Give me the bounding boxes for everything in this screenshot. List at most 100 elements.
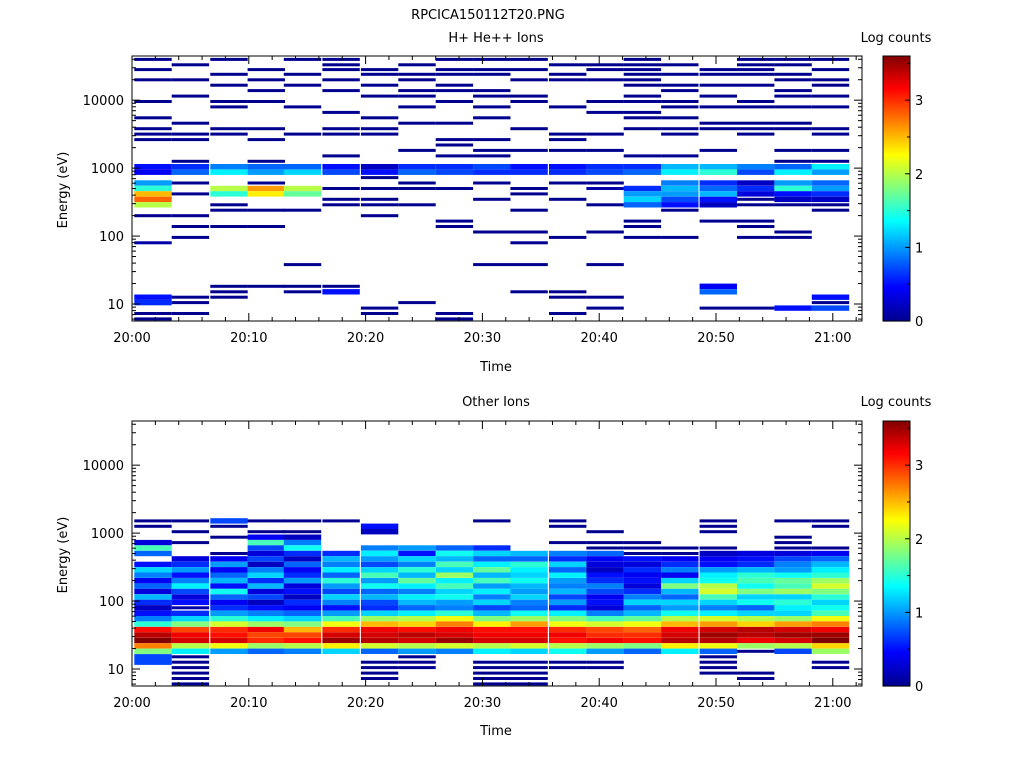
heatmap-cell [473,138,511,142]
heatmap-cell [322,599,360,606]
heatmap-cell [210,169,248,175]
x-tick-label: 20:10 [230,331,267,346]
colorbar-swatch [883,157,910,161]
colorbar-swatch [883,617,910,621]
colorbar-swatch [883,635,910,639]
heatmap-cell [171,78,210,82]
heatmap-cell [283,643,322,649]
heatmap-cell [247,556,285,562]
heatmap-cell [134,616,172,622]
colorbar-swatch [883,474,910,477]
colorbar-swatch [883,285,910,289]
heatmap-cell [283,72,322,76]
heatmap-cell [623,621,662,627]
heatmap-cell [586,648,624,654]
heatmap-cell [623,626,662,633]
colorbar-swatch [883,679,910,683]
heatmap-cell [171,530,210,534]
colorbar-swatch [883,166,910,170]
heatmap-cell [510,594,548,600]
colorbar-swatch [883,593,910,597]
heatmap-cell [283,164,322,170]
colorbar-swatch [883,518,910,521]
heatmap-cell [398,610,436,616]
heatmap-cell [134,78,172,82]
heatmap-cell [699,572,737,578]
heatmap-cell [473,616,511,622]
x-tick-label: 20:20 [347,331,384,346]
heatmap-cell [210,295,248,299]
heatmap-cell [737,68,775,72]
heatmap-cell [134,202,172,208]
heatmap-cell [473,154,511,158]
heatmap-cell [134,68,172,72]
heatmap-cell [283,599,322,606]
heatmap-cell [661,208,699,212]
heatmap-cell [134,539,172,546]
x-tick-label: 20:20 [347,696,384,711]
heatmap-cell [473,545,511,551]
heatmap-cell [247,181,285,185]
heatmap-cell [171,666,210,670]
heatmap-cell [171,121,210,125]
heatmap-cell [134,524,172,528]
heatmap-cell [549,550,587,557]
heatmap-cell [774,185,812,192]
heatmap-cell [398,583,436,589]
heatmap-cell [398,164,436,170]
colorbar-swatch [883,259,910,262]
axes: 20:00 20:10 20:20 20:30 20:40 20:50 21:00 10 100… [83,56,862,346]
heatmap-cell [435,154,474,158]
heatmap-cell [737,626,775,633]
colorbar-swatch [883,624,910,627]
heatmap-cell [360,550,399,557]
heatmap-cell [398,148,436,152]
colorbar-swatch [883,100,910,103]
heatmap-cell [586,588,624,595]
heatmap-cell [623,78,662,82]
heatmap-cell [737,72,775,76]
heatmap-cell [699,530,737,534]
colorbar-swatch [883,586,910,590]
heatmap-cell [661,605,699,611]
heatmap-cell [435,164,474,170]
heatmap-cell [247,605,285,611]
heatmap-cell [210,578,248,584]
colorbar-swatch [883,681,910,685]
heatmap-cell [171,94,210,98]
heatmap-cell [134,317,172,321]
colorbar-swatch [883,588,910,592]
colorbar-swatch [883,120,910,123]
heatmap-cell [623,552,662,555]
heatmap-cell [134,605,172,611]
heatmap-cell [549,599,587,606]
colorbar-swatch [883,58,910,62]
heatmap-cell [360,578,399,584]
heatmap-cell [737,164,775,170]
heatmap-cell [473,561,511,568]
colorbar-swatch [883,529,910,533]
heatmap-cell [210,572,248,578]
colorbar-swatch [883,606,910,610]
heatmap-cell [435,561,474,568]
heatmap-cell [398,169,436,175]
heatmap-cell [210,535,248,539]
heatmap-cell [699,180,737,186]
heatmap-cell [811,196,850,203]
colorbar-swatch [883,557,910,561]
heatmap-cell [737,588,775,595]
heatmap-cell [322,594,360,600]
heatmap-cell [398,626,436,633]
colorbar-swatch [883,462,910,466]
colorbar-swatch [883,181,910,185]
heatmap-cell [171,561,210,568]
colorbar-swatch [883,221,910,225]
heatmap-cell [510,192,548,196]
heatmap-cell [699,546,737,550]
heatmap-cell [737,649,775,653]
heatmap-cell [811,94,850,98]
colorbar-swatch [883,137,910,141]
heatmap-cell [774,191,812,197]
colorbar-swatch [883,577,910,581]
